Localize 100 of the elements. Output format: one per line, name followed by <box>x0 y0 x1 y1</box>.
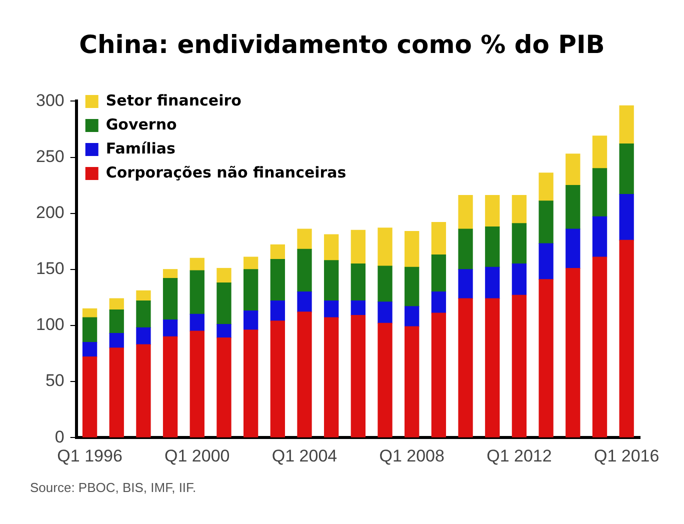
bar <box>566 154 580 186</box>
bar <box>82 308 98 318</box>
bar <box>592 256 608 438</box>
bar <box>485 195 500 228</box>
bar <box>512 263 527 296</box>
bar <box>109 348 124 438</box>
bar <box>378 266 392 302</box>
bar <box>350 263 366 302</box>
bar <box>431 222 446 256</box>
bar <box>485 298 500 438</box>
bar <box>136 344 151 438</box>
bar <box>324 260 339 302</box>
bar <box>431 254 446 292</box>
y-tick-label: 0 <box>54 427 64 446</box>
bar <box>324 234 339 261</box>
bar <box>162 320 178 338</box>
bar <box>109 309 124 334</box>
bar <box>324 300 339 318</box>
legend-label: Governo <box>106 115 177 134</box>
bar <box>270 258 285 302</box>
bar <box>216 282 232 325</box>
bar <box>378 322 392 438</box>
y-tick-label: 150 <box>36 259 64 278</box>
y-tick-label: 100 <box>36 315 64 334</box>
bar <box>458 269 473 299</box>
bar <box>619 143 634 195</box>
bar <box>619 194 634 241</box>
bar <box>592 216 608 258</box>
bar <box>404 326 420 438</box>
bar <box>538 243 554 280</box>
legend-label: Famílias <box>106 139 176 158</box>
bar <box>350 300 366 316</box>
bar <box>619 240 634 438</box>
y-tick-label: 300 <box>36 90 64 110</box>
bar <box>243 269 258 312</box>
y-tick-label: 50 <box>45 371 64 390</box>
bar <box>512 223 527 264</box>
bar <box>458 195 473 230</box>
x-tick-label: Q1 2008 <box>379 446 444 466</box>
bar <box>190 314 204 332</box>
bar <box>566 268 580 438</box>
bar <box>270 244 285 260</box>
bar <box>82 317 98 343</box>
x-tick-label: Q1 2012 <box>486 446 552 466</box>
bar <box>404 230 420 268</box>
bar <box>216 324 232 338</box>
bar <box>190 270 204 315</box>
x-tick-label: Q1 1996 <box>57 446 122 466</box>
bar <box>324 317 339 438</box>
legend-label: Setor financeiro <box>106 91 242 110</box>
bar <box>538 200 554 244</box>
bar <box>538 279 554 438</box>
bar <box>350 315 366 438</box>
bar <box>378 228 392 266</box>
x-tick-label: Q1 2000 <box>164 446 230 466</box>
bar <box>270 300 285 322</box>
source-note: Source: PBOC, BIS, IMF, IIF. <box>30 480 196 495</box>
bar <box>109 298 124 310</box>
bar <box>190 330 204 438</box>
bar <box>216 268 232 284</box>
bar <box>82 342 98 358</box>
bar <box>270 320 285 438</box>
bar <box>458 228 473 270</box>
bar <box>162 278 178 320</box>
legend-label: Corporações não financeiras <box>106 163 346 182</box>
bar <box>566 184 580 230</box>
bar <box>162 269 178 279</box>
chart-title: China: endividamento como % do PIB <box>78 30 606 59</box>
bar <box>538 172 554 202</box>
bar <box>216 337 232 438</box>
bar <box>297 248 312 292</box>
bar <box>592 136 608 169</box>
bar <box>109 332 124 348</box>
y-tick-label: 250 <box>36 146 64 166</box>
bar <box>485 226 500 268</box>
bar <box>136 300 151 328</box>
bar <box>619 105 634 144</box>
x-tick-label: Q1 2004 <box>272 446 338 466</box>
bar <box>243 310 258 330</box>
bar <box>297 291 312 312</box>
y-tick-label: 200 <box>36 203 64 222</box>
bar <box>162 336 178 438</box>
bar <box>297 228 312 250</box>
bar <box>243 256 258 270</box>
bar <box>136 327 151 345</box>
bar <box>592 168 608 218</box>
bar <box>297 312 312 438</box>
bar <box>566 228 580 269</box>
bar <box>404 266 420 307</box>
bar <box>431 312 446 438</box>
bar <box>190 258 204 271</box>
bar <box>404 306 420 327</box>
bar <box>485 266 500 299</box>
bar <box>431 291 446 314</box>
bar <box>136 290 151 302</box>
bar <box>350 230 366 264</box>
bar <box>512 195 527 224</box>
bar <box>458 298 473 438</box>
bar <box>243 330 258 438</box>
bar <box>378 302 392 324</box>
